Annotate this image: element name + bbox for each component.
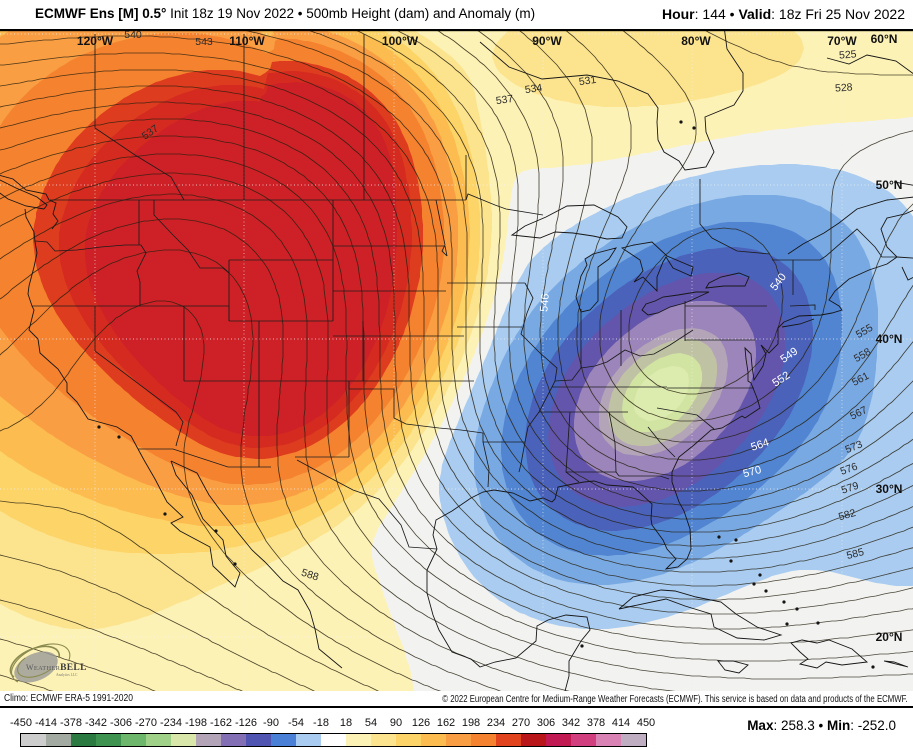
svg-text:90°W: 90°W [532,34,562,48]
svg-text:100°W: 100°W [382,34,419,48]
svg-text:528: 528 [835,81,853,94]
svg-text:531: 531 [578,74,597,88]
svg-text:30°N: 30°N [876,482,903,496]
svg-text:110°W: 110°W [229,34,265,48]
svg-text:Analytics LLC: Analytics LLC [56,673,78,677]
svg-text:564: 564 [749,437,770,454]
svg-text:120°W: 120°W [77,34,114,48]
svg-text:60°N: 60°N [871,32,898,46]
svg-text:570: 570 [742,464,763,480]
svg-text:40°N: 40°N [876,332,903,346]
svg-text:534: 534 [524,82,543,96]
svg-text:585: 585 [845,546,865,562]
svg-text:582: 582 [837,507,857,523]
svg-text:20°N: 20°N [876,630,903,644]
svg-text:50°N: 50°N [876,178,903,192]
svg-text:80°W: 80°W [681,34,711,48]
svg-text:579: 579 [840,480,861,497]
svg-text:525: 525 [839,48,857,61]
svg-text:546: 546 [538,293,552,312]
svg-text:540: 540 [124,29,142,41]
svg-text:WEATHERBELL: WEATHERBELL [26,663,87,673]
svg-text:537: 537 [495,93,514,107]
svg-text:70°W: 70°W [827,34,857,48]
svg-text:543: 543 [195,36,213,48]
svg-text:588: 588 [300,567,321,584]
svg-text:576: 576 [839,460,860,477]
